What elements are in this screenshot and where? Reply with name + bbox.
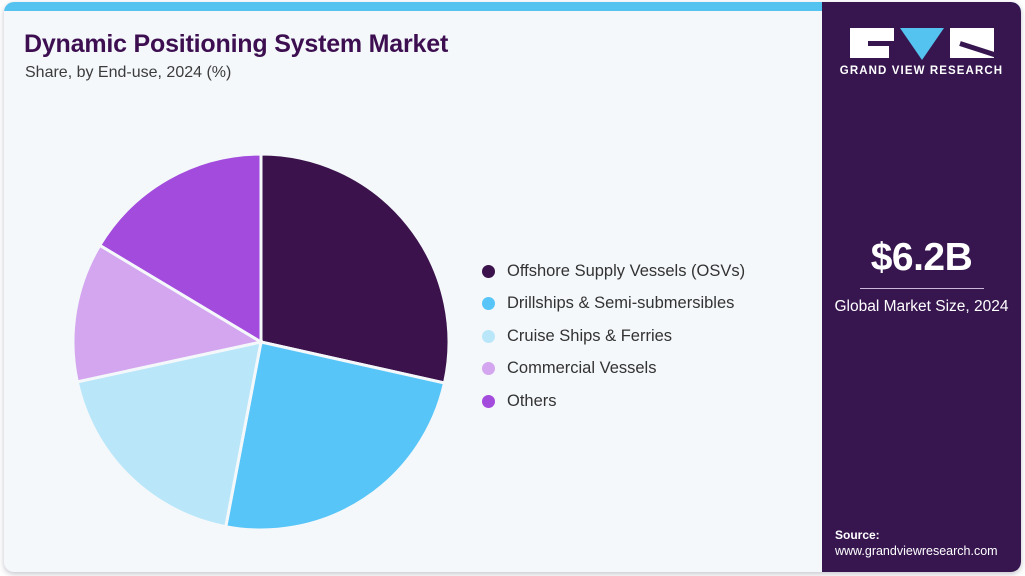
legend-item-label: Drillships & Semi-submersibles [507, 294, 735, 313]
pie-slice[interactable] [97, 152, 263, 345]
market-size-caption: Global Market Size, 2024 [834, 297, 1009, 315]
brand-sidebar: GRAND VIEW RESEARCH $6.2B Global Market … [822, 2, 1021, 572]
logo-wordmark: GRAND VIEW RESEARCH [839, 65, 1004, 77]
pie-slice[interactable] [75, 340, 263, 529]
pie-slice[interactable] [224, 340, 447, 532]
pie-chart-svg [71, 152, 451, 532]
chart-panel: Dynamic Positioning System Market Share,… [4, 11, 822, 572]
legend-item-label: Offshore Supply Vessels (OSVs) [507, 261, 746, 280]
source-url[interactable]: www.grandviewresearch.com [835, 544, 998, 558]
legend-item-offshore-supply-vessels[interactable]: Offshore Supply Vessels (OSVs) [482, 255, 812, 288]
legend-item-label: Others [507, 391, 557, 410]
chart-legend: Offshore Supply Vessels (OSVs) Drillship… [482, 255, 812, 418]
market-size-value: $6.2B [870, 236, 973, 279]
pie-chart [71, 143, 451, 543]
legend-swatch-icon [482, 329, 495, 343]
legend-item-others[interactable]: Others [482, 385, 812, 418]
infographic-card: Dynamic Positioning System Market Share,… [4, 2, 1021, 572]
source-block: Source: www.grandviewresearch.com [835, 528, 1021, 558]
legend-item-commercial-vessels[interactable]: Commercial Vessels [482, 353, 812, 386]
stat-divider [859, 287, 984, 289]
legend-item-label: Commercial Vessels [507, 359, 657, 378]
pie-slice-group [71, 152, 451, 532]
top-accent-bar [4, 2, 1021, 11]
page-subtitle: Share, by End-use, 2024 (%) [25, 64, 232, 81]
legend-item-label: Cruise Ships & Ferries [507, 326, 673, 345]
legend-swatch-icon [482, 264, 495, 278]
legend-swatch-icon [482, 297, 495, 311]
logo-letter-v-triangle-icon [899, 28, 944, 60]
page-title: Dynamic Positioning System Market [24, 30, 449, 58]
brand-logo: GRAND VIEW RESEARCH [822, 28, 1021, 77]
market-size-stat: $6.2B Global Market Size, 2024 [822, 236, 1021, 318]
legend-swatch-icon [482, 362, 495, 376]
legend-item-cruise-ships-ferries[interactable]: Cruise Ships & Ferries [482, 320, 812, 353]
logo-marks [822, 28, 1021, 60]
legend-swatch-icon [482, 394, 495, 408]
source-label: Source: [835, 528, 880, 542]
pie-slice[interactable] [71, 243, 266, 384]
logo-letter-g-icon [849, 28, 894, 58]
pie-slice[interactable] [259, 152, 451, 385]
legend-item-drillships-semi-submersibles[interactable]: Drillships & Semi-submersibles [482, 288, 812, 321]
logo-letter-r-icon [949, 28, 994, 58]
